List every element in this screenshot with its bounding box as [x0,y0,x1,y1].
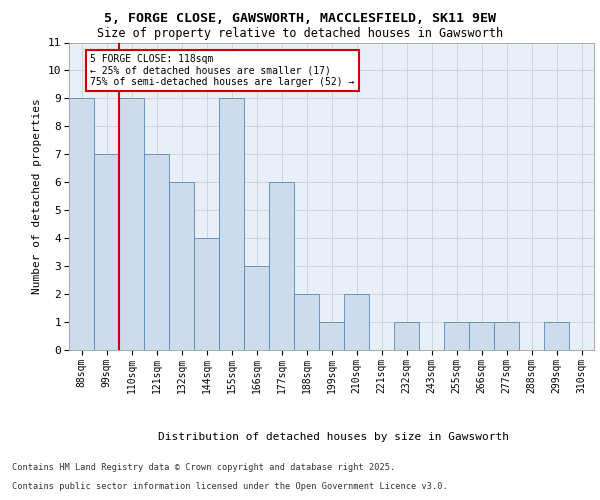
Bar [344,294,369,350]
Bar [294,294,319,350]
Bar [169,182,194,350]
Y-axis label: Number of detached properties: Number of detached properties [32,98,43,294]
Bar [69,98,94,350]
Bar [394,322,419,350]
Bar [94,154,119,350]
Text: Contains public sector information licensed under the Open Government Licence v3: Contains public sector information licen… [12,482,448,491]
Bar [269,182,294,350]
Text: 5 FORGE CLOSE: 118sqm
← 25% of detached houses are smaller (17)
75% of semi-deta: 5 FORGE CLOSE: 118sqm ← 25% of detached … [90,54,355,87]
Bar [319,322,344,350]
Bar [119,98,144,350]
Bar [144,154,169,350]
Bar [544,322,569,350]
Text: Distribution of detached houses by size in Gawsworth: Distribution of detached houses by size … [158,432,509,442]
Bar [494,322,519,350]
Bar [444,322,469,350]
Text: Contains HM Land Registry data © Crown copyright and database right 2025.: Contains HM Land Registry data © Crown c… [12,464,395,472]
Bar [244,266,269,350]
Bar [219,98,244,350]
Bar [469,322,494,350]
Text: 5, FORGE CLOSE, GAWSWORTH, MACCLESFIELD, SK11 9EW: 5, FORGE CLOSE, GAWSWORTH, MACCLESFIELD,… [104,12,496,26]
Bar [194,238,219,350]
Text: Size of property relative to detached houses in Gawsworth: Size of property relative to detached ho… [97,28,503,40]
